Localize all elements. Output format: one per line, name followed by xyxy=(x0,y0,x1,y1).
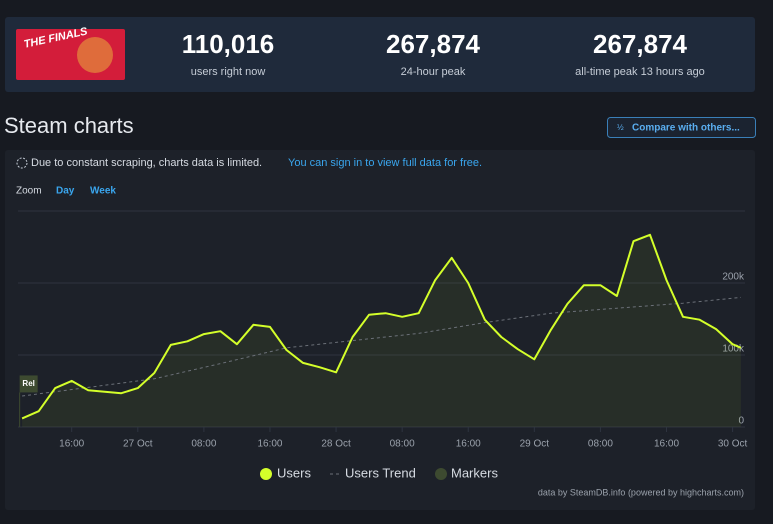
y-tick-label: 100k xyxy=(722,344,745,355)
marker-label: Rel xyxy=(22,379,34,388)
legend-label: Users xyxy=(277,465,311,480)
compare-icon: ½ xyxy=(617,123,624,132)
stat-value: 110,016 xyxy=(182,29,275,59)
legend-label: Markers xyxy=(451,465,498,480)
stat-value: 267,874 xyxy=(593,29,688,59)
x-tick-label: 16:00 xyxy=(456,439,481,450)
section-title: Steam charts xyxy=(4,113,134,138)
x-tick-label: 27 Oct xyxy=(123,439,153,450)
stat-value: 267,874 xyxy=(386,29,481,59)
plot: 0 100k 200k 16:00 27 Oct 08:00 16:00 28 Oct 08:0… xyxy=(18,210,748,480)
x-tick-label: 30 Oct xyxy=(718,439,748,450)
compare-button[interactable] xyxy=(607,117,756,138)
x-tick-label: 08:00 xyxy=(588,439,613,450)
notice-text: Due to constant scraping, charts data is… xyxy=(31,157,262,169)
x-tick-label: 16:00 xyxy=(257,439,282,450)
stat-label: users right now xyxy=(191,66,266,78)
stat-label: 24-hour peak xyxy=(401,66,466,78)
legend-symbol xyxy=(260,468,272,480)
logo-art xyxy=(77,37,113,73)
users-line xyxy=(21,233,742,420)
zoom-label: Zoom xyxy=(16,186,42,197)
x-tick-label: 08:00 xyxy=(390,439,415,450)
zoom-option[interactable]: Day xyxy=(56,186,75,197)
chart-panel xyxy=(5,150,755,510)
notice-icon xyxy=(16,157,28,169)
stats-panel xyxy=(5,17,755,92)
zoom-option[interactable]: Week xyxy=(90,186,116,197)
users-area xyxy=(22,234,741,427)
trend-line xyxy=(22,296,741,397)
y-tick-label: 200k xyxy=(722,272,745,283)
stat-label: all-time peak 13 hours ago xyxy=(575,66,705,78)
compare-text[interactable]: Compare with others... xyxy=(632,123,740,134)
notice-link[interactable]: You can sign in to view full data for fr… xyxy=(288,157,482,169)
legend-symbol xyxy=(435,468,447,480)
y-tick-label: 0 xyxy=(738,416,744,427)
x-tick-label: 28 Oct xyxy=(321,439,351,450)
x-tick-label: 29 Oct xyxy=(520,439,550,450)
credits: data by SteamDB.info (powered by highcha… xyxy=(538,487,744,497)
marker-flag xyxy=(19,375,38,393)
legend-label: Users Trend xyxy=(345,465,416,480)
x-tick-label: 16:00 xyxy=(59,439,84,450)
x-tick-label: 16:00 xyxy=(654,439,679,450)
x-tick-label: 08:00 xyxy=(191,439,216,450)
